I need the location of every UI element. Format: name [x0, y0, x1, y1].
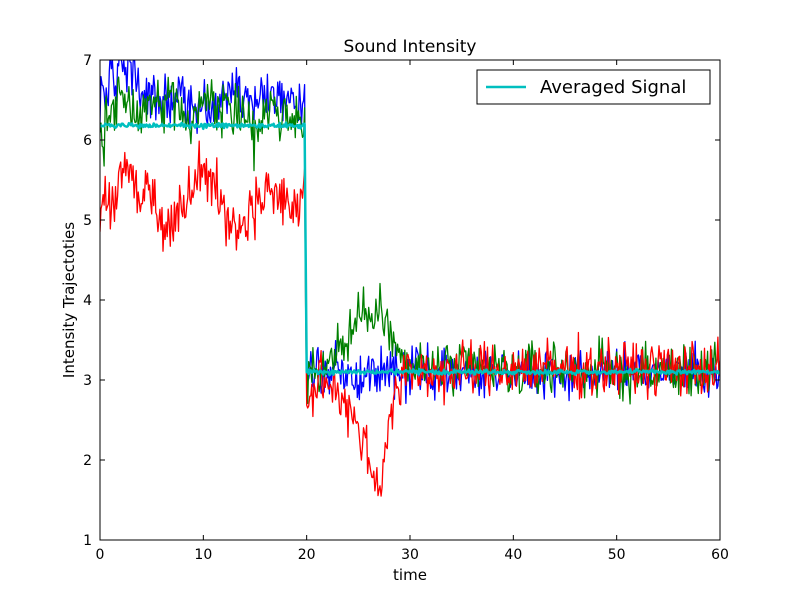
y-tick-label: 1 [83, 533, 92, 549]
y-tick-label: 5 [83, 213, 92, 229]
ticks-layer: 0 10 20 30 40 50 60 1 2 3 4 5 6 7 [83, 53, 729, 563]
x-axis-title: time [393, 566, 427, 584]
legend: Averaged Signal [476, 69, 711, 105]
y-tick-label: 2 [83, 453, 92, 469]
trajectory-line [100, 140, 720, 497]
x-tick-label: 60 [711, 547, 729, 563]
y-tick-label: 4 [83, 293, 92, 309]
x-tick-label: 20 [298, 547, 316, 563]
y-tick-label: 6 [83, 133, 92, 149]
x-tick-label: 50 [608, 547, 626, 563]
y-tick-label: 7 [83, 53, 92, 69]
x-tick-label: 30 [401, 547, 419, 563]
x-tick-label: 0 [96, 547, 105, 563]
trajectory-line [100, 76, 720, 405]
series-layer [100, 60, 720, 497]
averaged-signal-line [100, 121, 720, 377]
chart-title: Sound Intensity [344, 37, 477, 57]
legend-label: Averaged Signal [540, 77, 686, 98]
x-tick-label: 10 [194, 547, 212, 563]
y-axis-title: Intensity Trajectoties [60, 222, 78, 378]
plot-background [100, 60, 720, 540]
x-tick-label: 40 [504, 547, 522, 563]
y-tick-label: 3 [83, 373, 92, 389]
